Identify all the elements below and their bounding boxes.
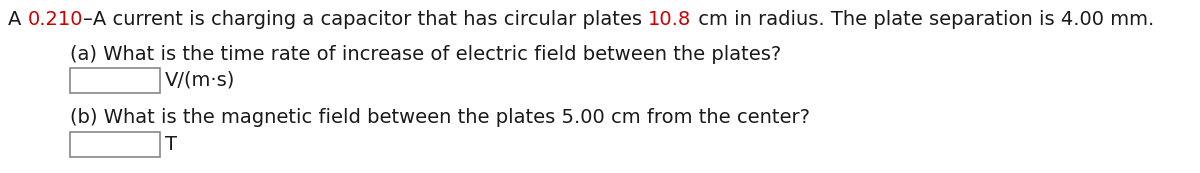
Text: 0.210: 0.210 — [28, 10, 83, 29]
Text: V/(m·s): V/(m·s) — [166, 71, 235, 90]
Text: (a) What is the time rate of increase of electric field between the plates?: (a) What is the time rate of increase of… — [70, 45, 781, 64]
Bar — [70, 132, 160, 157]
Text: A: A — [8, 10, 28, 29]
Bar — [70, 68, 160, 93]
Text: cm in radius. The plate separation is 4.00 mm.: cm in radius. The plate separation is 4.… — [691, 10, 1154, 29]
Text: 10.8: 10.8 — [648, 10, 691, 29]
Text: (b) What is the magnetic field between the plates 5.00 cm from the center?: (b) What is the magnetic field between t… — [70, 108, 810, 127]
Text: –A current is charging a capacitor that has circular plates: –A current is charging a capacitor that … — [83, 10, 648, 29]
Text: T: T — [166, 135, 178, 154]
